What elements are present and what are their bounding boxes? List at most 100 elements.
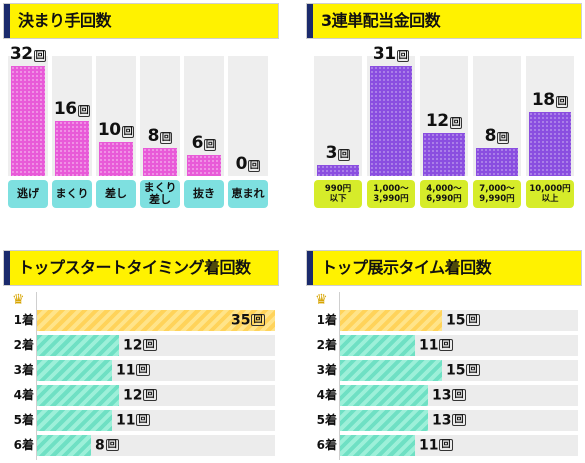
chart-column: 18 回 — [526, 56, 574, 176]
bar-value-unit: 回 — [337, 148, 351, 161]
bar-value-number: 16 — [53, 99, 77, 119]
bar-value-unit: 回 — [33, 49, 47, 62]
ranking-row: 3着 15 回 — [311, 360, 581, 381]
category-label: 990円 以下 — [314, 180, 362, 208]
bar-value-number: 13 — [432, 387, 452, 404]
bar — [370, 66, 412, 176]
category-label: まくり 差し — [140, 180, 180, 208]
bar-track — [340, 360, 578, 381]
exhibition-title: トップ展示タイム着回数 — [306, 250, 582, 286]
bar-value-unit: 回 — [77, 104, 91, 117]
bar-value-number: 13 — [432, 412, 452, 429]
bar-track — [37, 310, 275, 331]
bar-value: 15 回 — [446, 360, 480, 381]
bar-value-unit: 回 — [396, 49, 410, 62]
ranking-row: 4着 13 回 — [311, 385, 581, 406]
bar-value-unit: 回 — [136, 414, 150, 426]
bar — [423, 133, 465, 176]
bar — [340, 410, 428, 431]
row-label: 4着 — [316, 388, 337, 402]
bar — [340, 385, 428, 406]
ranking-row: 4着 12 回 — [8, 385, 278, 406]
bar-value-number: 12 — [123, 387, 143, 404]
row-label: 3着 — [13, 363, 34, 377]
bar-value-unit: 回 — [143, 339, 157, 351]
bar-value-number: 12 — [425, 111, 449, 131]
category-label: 1,000～ 3,990円 — [367, 180, 415, 208]
bar — [37, 385, 119, 406]
bar-value: 13 回 — [432, 410, 466, 431]
bar-value-number: 32 — [9, 44, 33, 64]
bar-value: 15 回 — [446, 310, 480, 331]
row-label: 3着 — [316, 363, 337, 377]
row-label: 5着 — [13, 413, 34, 427]
bar-track — [37, 410, 275, 431]
ranking-row: 6着 8 回 — [8, 435, 278, 456]
category-label: 恵まれ — [228, 180, 268, 208]
ranking-row: 3着 11 回 — [8, 360, 278, 381]
chart-column: 10 回 — [96, 56, 136, 176]
row-label: 4着 — [13, 388, 34, 402]
chart-axis — [36, 292, 37, 460]
row-label: 6着 — [13, 438, 34, 452]
bar-value-unit: 回 — [203, 138, 217, 151]
chart-column: 16 回 — [52, 56, 92, 176]
bar — [476, 148, 518, 176]
ranking-row: 1着 35 回 — [8, 310, 278, 331]
bar-value-number: 11 — [116, 412, 136, 429]
bar-track — [340, 435, 578, 456]
exhibition-chart: ♛ 1着 15 回 2着 11 回 3着 15 回 4着 13 回 5着 13 回 6着 11 回 — [311, 292, 581, 460]
category-label: 差し — [96, 180, 136, 208]
bar — [317, 165, 359, 176]
bar-value-unit: 回 — [136, 364, 150, 376]
ranking-row: 2着 11 回 — [311, 335, 581, 356]
row-label: 2着 — [13, 338, 34, 352]
bar-value-number: 6 — [191, 133, 204, 153]
category-label: まくり — [52, 180, 92, 208]
bar-value: 11 回 — [419, 435, 453, 456]
bar — [143, 148, 177, 176]
category-label: 4,000～ 6,990円 — [420, 180, 468, 208]
bar-value-unit: 回 — [247, 159, 261, 172]
bar-value-number: 11 — [419, 337, 439, 354]
row-label: 5着 — [316, 413, 337, 427]
chart-column: 12 回 — [420, 56, 468, 176]
bar-value-unit: 回 — [251, 314, 265, 326]
bar-value-number: 10 — [97, 120, 121, 140]
bar-value-unit: 回 — [452, 414, 466, 426]
bar — [37, 435, 91, 456]
bar-value-unit: 回 — [143, 389, 157, 401]
bar — [37, 335, 119, 356]
bar-value-unit: 回 — [496, 131, 510, 144]
bar — [340, 360, 442, 381]
bar — [37, 310, 275, 331]
kimarite-title: 決まり手回数 — [3, 3, 279, 39]
category-label: 逃げ — [8, 180, 48, 208]
bar-value-unit: 回 — [121, 125, 135, 138]
bar-value: 11 回 — [116, 360, 150, 381]
ranking-row: 1着 15 回 — [311, 310, 581, 331]
bar-value-unit: 回 — [159, 131, 173, 144]
kimarite-chart: 32 回逃げ 16 回まくり 10 回差し 8 回まくり 差し 6 回抜き 0 回恵まれ — [8, 44, 278, 210]
bar-value-number: 12 — [123, 337, 143, 354]
bar-value-unit: 回 — [105, 439, 119, 451]
bar-value: 11 回 — [116, 410, 150, 431]
row-label: 6着 — [316, 438, 337, 452]
bar-value-unit: 回 — [555, 95, 569, 108]
sanrentan-title: 3連単配当金回数 — [306, 3, 582, 39]
bar — [37, 360, 112, 381]
bar-track — [37, 435, 275, 456]
bar-value-number: 8 — [95, 437, 105, 454]
bar-track — [340, 335, 578, 356]
row-label: 2着 — [316, 338, 337, 352]
row-label: 1着 — [13, 313, 34, 327]
bar — [55, 121, 89, 176]
ranking-row: 2着 12 回 — [8, 335, 278, 356]
chart-column: 32 回 — [8, 44, 48, 176]
